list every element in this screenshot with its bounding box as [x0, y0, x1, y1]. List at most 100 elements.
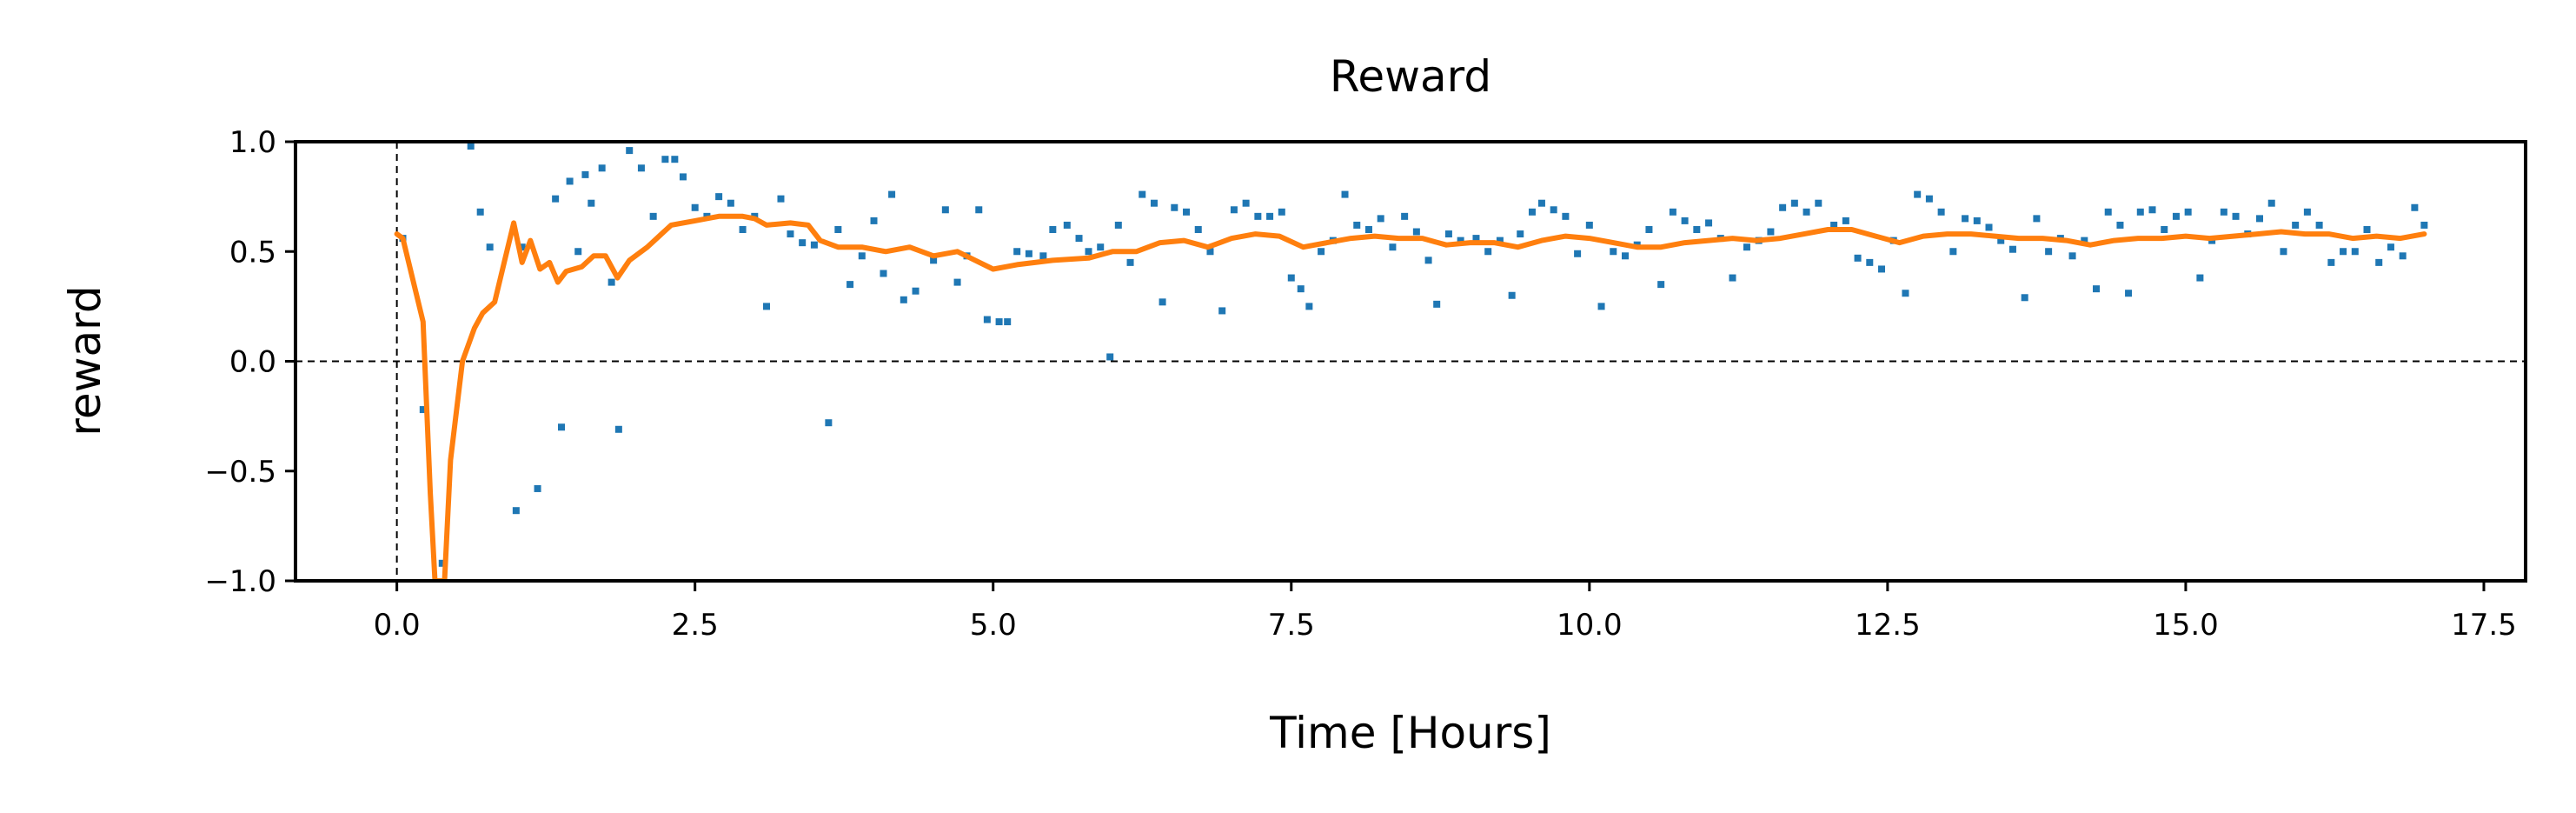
scatter-point — [2375, 258, 2383, 266]
scatter-point — [975, 206, 983, 214]
scatter-point — [649, 212, 657, 220]
plot-content — [295, 142, 2526, 581]
scatter-point — [787, 230, 794, 238]
y-axis-label: reward — [60, 285, 110, 436]
scatter-point — [2196, 274, 2204, 282]
scatter-point — [574, 248, 582, 256]
scatter-point — [1412, 228, 1420, 236]
scatter-point — [1550, 206, 1557, 214]
scatter-point — [2125, 290, 2133, 297]
scatter-point — [1779, 203, 1787, 211]
scatter-point — [1729, 274, 1736, 282]
scatter-point — [1574, 250, 1582, 257]
scatter-point — [512, 507, 520, 515]
scatter-point — [777, 195, 785, 203]
scatter-point — [1693, 226, 1701, 233]
scatter-point — [2399, 252, 2407, 260]
scatter-point — [2136, 208, 2144, 216]
scatter-point — [1389, 243, 1397, 251]
scatter-point — [626, 147, 634, 155]
x-tick-label: 12.5 — [1855, 608, 1921, 643]
scatter-point — [1106, 353, 1114, 361]
scatter-point — [1854, 254, 1862, 262]
scatter-point — [1914, 190, 1922, 198]
scatter-point — [995, 318, 1003, 326]
scatter-point — [1830, 221, 1838, 229]
scatter-point — [1085, 248, 1092, 256]
scatter-point — [858, 252, 866, 260]
scatter-point — [1139, 190, 1146, 198]
scatter-point — [581, 170, 589, 178]
scatter-point — [953, 278, 961, 286]
scatter-point — [2327, 258, 2335, 266]
x-tick-label: 2.5 — [672, 608, 719, 643]
scatter-point — [2148, 206, 2156, 214]
scatter-point — [2081, 237, 2088, 244]
scatter-point — [467, 143, 475, 150]
scatter-point — [2033, 215, 2041, 223]
scatter-point — [2256, 215, 2264, 223]
scatter-point — [1973, 217, 1981, 224]
scatter-point — [1815, 199, 1822, 207]
scatter-point — [1266, 212, 1274, 220]
scatter-point — [846, 281, 854, 289]
scatter-point — [1444, 230, 1452, 238]
scatter-point — [607, 278, 615, 286]
y-tick-label: 0.0 — [229, 345, 276, 380]
scatter-point — [2387, 243, 2394, 251]
scatter-point — [2172, 212, 2180, 220]
scatter-point — [715, 193, 723, 201]
scatter-point — [1194, 226, 1202, 233]
scatter-point — [2411, 203, 2419, 211]
x-tick-label: 5.0 — [970, 608, 1017, 643]
scatter-point — [518, 243, 526, 251]
x-axis-label: Time [Hours] — [1269, 708, 1551, 758]
x-tick-label: 10.0 — [1557, 608, 1623, 643]
scatter-point — [1866, 258, 1874, 266]
scatter-point — [1657, 281, 1665, 289]
scatter-point — [2303, 208, 2311, 216]
scatter-point — [1341, 190, 1349, 198]
scatter-point — [930, 257, 938, 264]
scatter-point — [912, 287, 920, 295]
scatter-point — [1254, 212, 1262, 220]
x-tick-label: 17.5 — [2451, 608, 2517, 643]
scatter-point — [1508, 291, 1516, 299]
scatter-point — [1114, 221, 1122, 229]
scatter-point — [1484, 248, 1492, 256]
x-tick-label: 7.5 — [1268, 608, 1315, 643]
scatter-point — [2093, 285, 2101, 293]
scatter-point — [1433, 300, 1441, 308]
scatter-point — [1997, 237, 2005, 244]
scatter-point — [1230, 206, 1238, 214]
scatter-point — [588, 199, 595, 207]
scatter-point — [2008, 245, 2016, 253]
scatter-point — [2340, 248, 2347, 256]
scatter-point — [614, 425, 622, 433]
scatter-point — [2280, 248, 2287, 256]
y-tick-label: 0.5 — [229, 235, 276, 270]
scatter-point — [1159, 298, 1166, 306]
scatter-point — [1377, 215, 1384, 223]
scatter-point — [1902, 290, 1909, 297]
scatter-point — [1278, 208, 1285, 216]
scatter-point — [2420, 221, 2428, 229]
scatter-point — [1206, 248, 1214, 256]
scatter-point — [1790, 199, 1798, 207]
scatter-point — [2267, 199, 2275, 207]
scatter-point — [1985, 223, 1993, 231]
scatter-point — [2045, 248, 2053, 256]
scatter-point — [557, 423, 565, 431]
scatter-point — [1610, 248, 1617, 256]
scatter-point — [2292, 221, 2300, 229]
scatter-point — [983, 316, 991, 323]
scatter-point — [1597, 303, 1605, 310]
scatter-point — [2232, 212, 2240, 220]
scatter-point — [1063, 221, 1071, 229]
scatter-point — [1681, 217, 1689, 224]
x-tick-label: 0.0 — [374, 608, 421, 643]
scatter-point — [1925, 195, 1933, 203]
scatter-point — [661, 156, 669, 163]
scatter-point — [1297, 285, 1305, 293]
